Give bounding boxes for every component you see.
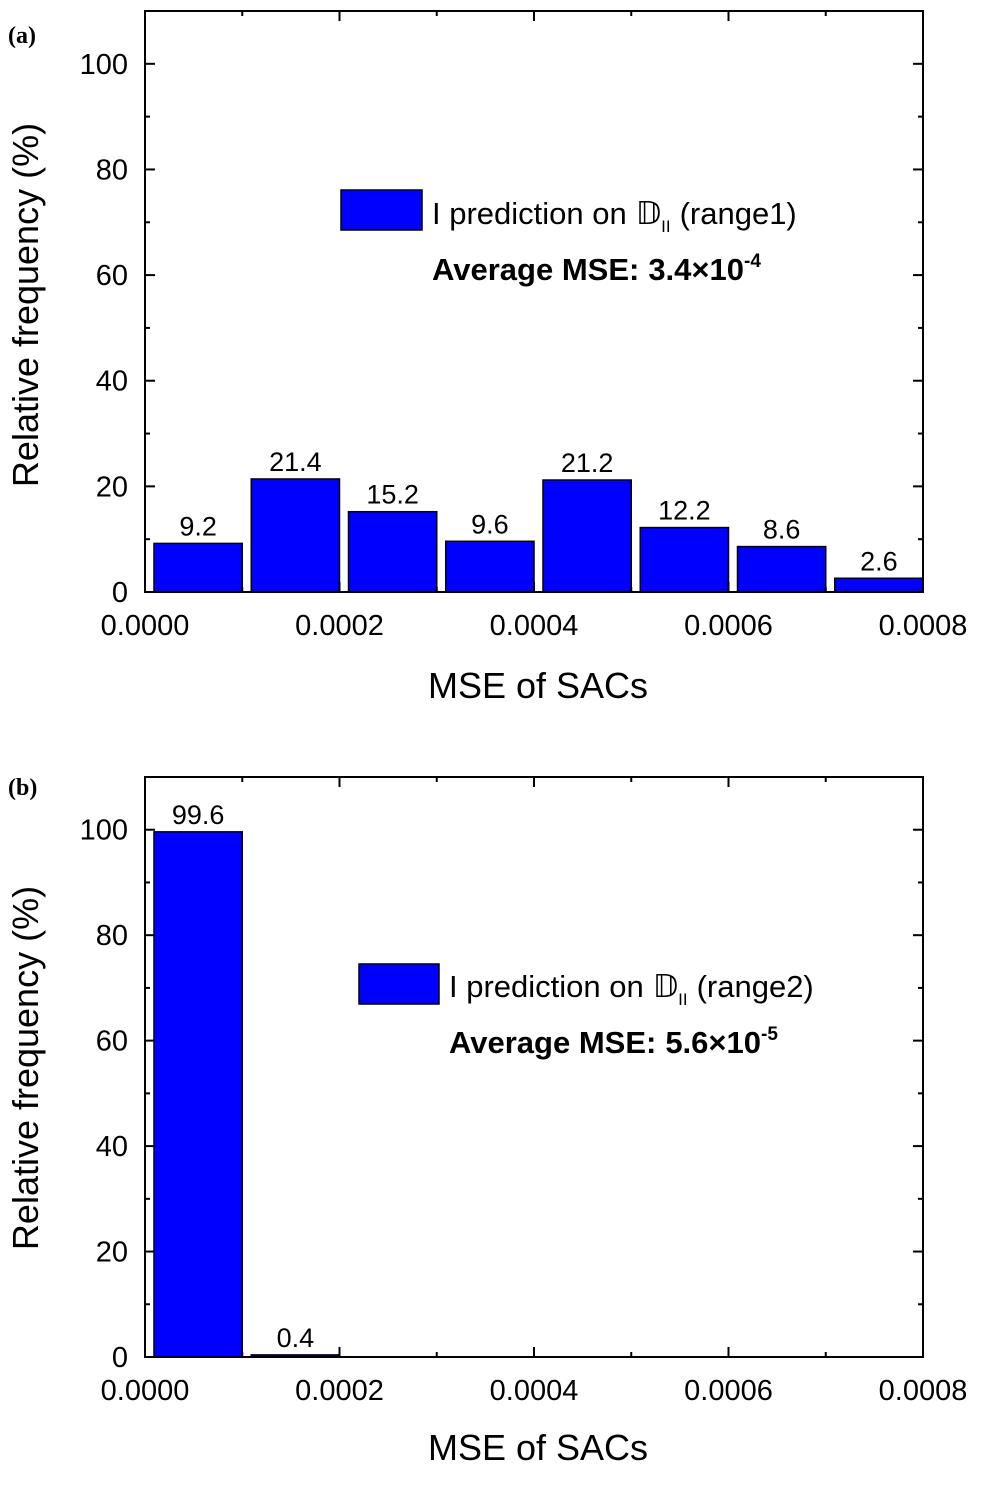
x-tick-label: 0.0004 — [490, 1375, 579, 1407]
y-tick-label: 60 — [96, 260, 128, 292]
bar — [542, 479, 632, 593]
y-tick-label: 60 — [96, 1026, 128, 1058]
legend: I prediction on 𝔻II (range2) — [358, 963, 814, 1009]
x-tick-label: 0.0002 — [295, 1375, 384, 1407]
y-tick-label: 40 — [96, 366, 128, 398]
bar-value-label: 21.2 — [561, 448, 614, 478]
bar — [153, 831, 243, 1358]
y-tick-label: 0 — [112, 577, 128, 609]
bar-value-label: 12.2 — [658, 496, 711, 526]
legend-label: I prediction on 𝔻II (range1) — [432, 196, 797, 236]
y-tick-labels: 0 20 40 60 80 100 — [80, 815, 128, 1374]
bar-value-label: 2.6 — [860, 546, 898, 576]
avg-mantissa: 3.4×10 — [648, 252, 744, 287]
legend-symbol: 𝔻 — [636, 196, 661, 231]
bars — [153, 478, 924, 593]
legend-suffix: (range1) — [680, 196, 797, 231]
bar-value-label: 9.6 — [471, 509, 509, 539]
bar — [834, 577, 924, 593]
avg-exponent: -5 — [761, 1024, 778, 1045]
x-tick-label: 0.0006 — [684, 610, 773, 642]
bar-value-label: 21.4 — [269, 447, 322, 477]
y-tick-label: 20 — [96, 471, 128, 503]
legend-text: I prediction on — [432, 196, 627, 231]
y-tick-label: 0 — [112, 1342, 128, 1374]
bar-labels: 9.2 21.4 15.2 9.6 21.2 12.2 8.6 2.6 — [179, 447, 897, 576]
x-tick-label: 0.0004 — [490, 610, 579, 642]
legend-symbol: 𝔻 — [653, 969, 678, 1004]
x-axis-title: MSE of SACs — [428, 665, 648, 706]
bar — [347, 510, 438, 593]
y-axis-title: Relative frequency (%) — [5, 123, 46, 487]
bar — [639, 526, 730, 593]
bar — [250, 478, 341, 593]
bar-value-label: 99.6 — [172, 800, 225, 830]
avg-mantissa: 5.6×10 — [665, 1025, 761, 1060]
legend-subscript: II — [678, 990, 687, 1009]
y-tick-label: 40 — [96, 1131, 128, 1163]
x-tick-label: 0.0008 — [879, 1375, 968, 1407]
legend-swatch — [358, 963, 440, 1005]
average-mse-annotation: Average MSE: 3.4×10-4 — [432, 251, 761, 287]
bar-value-label: 9.2 — [179, 511, 217, 541]
y-tick-labels: 0 20 40 60 80 100 — [80, 49, 128, 609]
bar — [736, 545, 827, 593]
x-tick-labels: 0.0000 0.0002 0.0004 0.0006 0.0008 — [101, 610, 968, 642]
average-mse-annotation: Average MSE: 5.6×10-5 — [449, 1024, 778, 1060]
y-tick-label: 80 — [96, 920, 128, 952]
bar-value-label: 15.2 — [366, 480, 419, 510]
x-tick-label: 0.0002 — [295, 610, 384, 642]
avg-exponent: -4 — [744, 251, 761, 272]
legend-text: I prediction on — [449, 969, 644, 1004]
y-axis-title: Relative frequency (%) — [5, 886, 46, 1250]
avg-prefix: Average MSE: — [432, 252, 639, 287]
bar-value-label: 8.6 — [763, 515, 801, 545]
bars — [153, 831, 341, 1358]
avg-prefix: Average MSE: — [449, 1025, 656, 1060]
bar-value-label: 0.4 — [277, 1323, 315, 1353]
x-tick-label: 0.0008 — [879, 610, 968, 642]
bar-labels: 99.6 0.4 — [172, 800, 314, 1353]
bar — [445, 540, 535, 593]
y-tick-label: 100 — [80, 815, 128, 847]
panel-label: (a) — [8, 23, 36, 49]
y-tick-label: 20 — [96, 1237, 128, 1269]
x-tick-label: 0.0006 — [684, 1375, 773, 1407]
panel-label: (b) — [8, 775, 37, 801]
legend-label: I prediction on 𝔻II (range2) — [449, 969, 814, 1009]
bar — [153, 542, 243, 593]
legend-subscript: II — [661, 217, 670, 236]
panel-a: (a) 9.221.415.29.621.212.28.62.6 0.0000 0… — [5, 10, 968, 706]
plot-frame — [144, 776, 924, 1358]
legend: I prediction on 𝔻II (range1) — [340, 189, 797, 236]
x-tick-labels: 0.0000 0.0002 0.0004 0.0006 0.0008 — [101, 1375, 968, 1407]
x-axis-title: MSE of SACs — [428, 1427, 648, 1468]
x-tick-label: 0.0000 — [101, 610, 190, 642]
legend-suffix: (range2) — [697, 969, 814, 1004]
legend-swatch — [340, 189, 423, 231]
y-tick-label: 100 — [80, 49, 128, 81]
panel-b: (b) 99.60.4 0.0000 0.0002 0.0004 0.0006 0.00… — [5, 775, 967, 1468]
ticks — [144, 11, 924, 593]
ticks — [144, 777, 924, 1358]
x-tick-label: 0.0000 — [101, 1375, 190, 1407]
y-tick-label: 80 — [96, 154, 128, 186]
